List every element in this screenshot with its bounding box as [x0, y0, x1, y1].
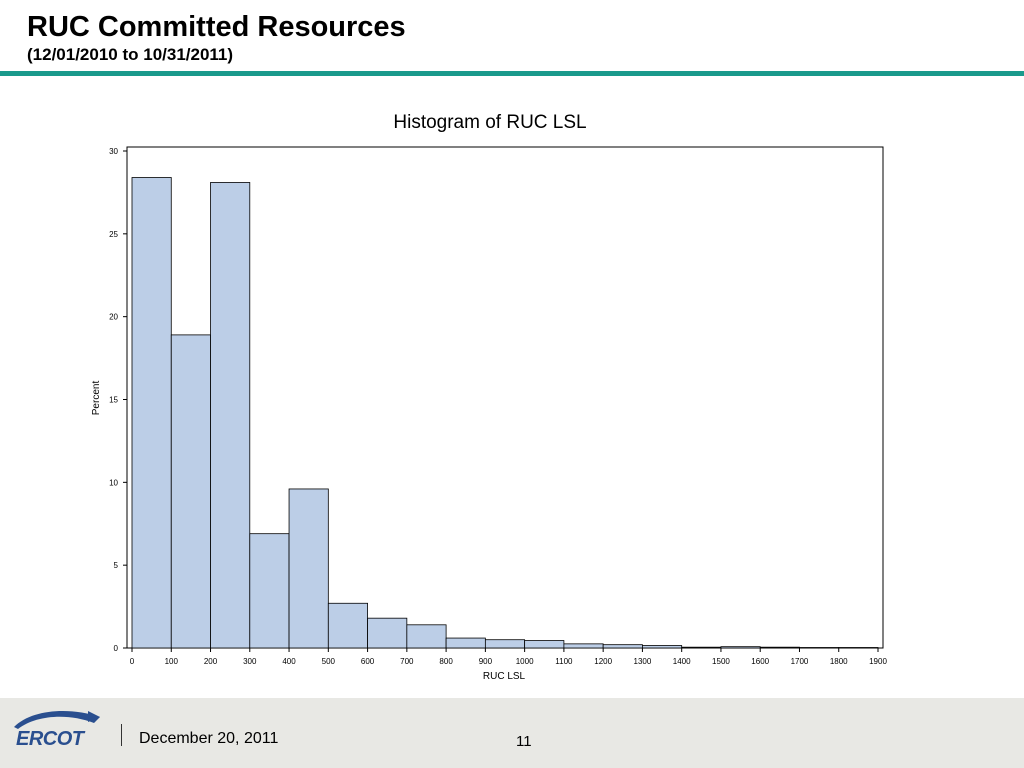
histogram-bar	[406, 624, 447, 649]
y-tick-label: 5	[114, 561, 119, 570]
x-tick-label: 1100	[555, 657, 573, 666]
x-tick-label: 600	[361, 657, 375, 666]
chart-title: Histogram of RUC LSL	[393, 112, 586, 133]
slide-title: RUC Committed Resources	[27, 11, 406, 43]
histogram-bar	[484, 639, 526, 649]
histogram-bar	[642, 645, 683, 649]
histogram-bar	[720, 646, 761, 649]
histogram-bar	[838, 647, 879, 649]
x-tick-label: 1500	[712, 657, 730, 666]
logo-star-arrow	[88, 711, 100, 722]
footer-band	[0, 698, 1024, 768]
histogram-bar	[602, 644, 643, 649]
histogram-bar	[210, 182, 251, 649]
slide-subtitle: (12/01/2010 to 10/31/2011)	[27, 45, 234, 64]
title-rule	[0, 71, 1024, 76]
x-tick-label: 700	[400, 657, 414, 666]
logo-wordmark: ERCOT	[16, 728, 86, 750]
ercot-logo: ERCOT	[14, 711, 100, 750]
x-tick-label: 1700	[791, 657, 809, 666]
histogram-bar	[524, 640, 565, 649]
y-tick-label: 20	[109, 313, 118, 322]
histogram-bar	[367, 617, 408, 649]
y-axis-label: Percent	[91, 381, 102, 416]
histogram-bar	[563, 643, 604, 649]
histogram-bar	[759, 646, 800, 649]
histogram-bar	[445, 637, 486, 649]
x-axis-label: RUC LSL	[483, 671, 526, 682]
x-tick-label: 0	[130, 657, 135, 666]
x-tick-label: 100	[165, 657, 179, 666]
x-tick-label: 400	[282, 657, 296, 666]
histogram-bars	[131, 177, 879, 649]
x-tick-label: 1400	[673, 657, 691, 666]
histogram-bar	[170, 334, 211, 649]
x-tick-label: 800	[439, 657, 453, 666]
histogram-chart: Histogram of RUC LSL 0 5 10 15 20 25 30 0 100 20…	[91, 112, 887, 682]
logo-swoosh	[14, 711, 100, 729]
x-tick-label: 1000	[516, 657, 534, 666]
x-tick-label: 1300	[634, 657, 652, 666]
x-tick-label: 1900	[869, 657, 887, 666]
footer-divider	[121, 724, 122, 746]
page-number: 11	[516, 733, 532, 750]
y-tick-label: 25	[109, 230, 118, 239]
histogram-bar	[681, 646, 722, 649]
histogram-bar	[131, 177, 172, 649]
histogram-bar	[249, 533, 290, 649]
x-tick-label: 500	[322, 657, 336, 666]
histogram-bar	[327, 602, 368, 649]
x-tick-label: 1200	[594, 657, 612, 666]
x-axis: 0 100 200 300 400 500 600 700 800 900 1000 1100 1200…	[130, 648, 887, 666]
y-axis: 0 5 10 15 20 25 30	[109, 147, 127, 653]
y-tick-label: 10	[109, 478, 118, 487]
footer-date: December 20, 2011	[139, 730, 279, 747]
histogram-bar	[288, 488, 329, 649]
x-tick-label: 900	[479, 657, 493, 666]
y-tick-label: 30	[109, 147, 118, 156]
histogram-bar	[799, 647, 840, 649]
y-tick-label: 15	[109, 396, 118, 405]
x-tick-label: 200	[204, 657, 218, 666]
x-tick-label: 1800	[830, 657, 848, 666]
y-tick-label: 0	[114, 644, 119, 653]
x-tick-label: 1600	[751, 657, 769, 666]
x-tick-label: 300	[243, 657, 257, 666]
